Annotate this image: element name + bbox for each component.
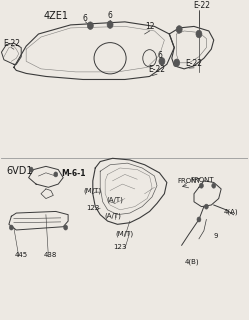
Text: 12: 12 [145, 22, 154, 31]
Text: E-22: E-22 [193, 2, 210, 11]
Text: 6: 6 [157, 51, 162, 60]
Circle shape [176, 26, 182, 33]
Text: E-22: E-22 [186, 59, 202, 68]
Text: 445: 445 [15, 252, 28, 258]
Text: (M/T): (M/T) [116, 231, 134, 237]
Circle shape [204, 204, 208, 209]
Circle shape [196, 30, 202, 38]
Circle shape [107, 21, 113, 28]
Text: 4(B): 4(B) [184, 258, 199, 265]
Text: 6VD1: 6VD1 [6, 166, 33, 176]
Text: (A/T): (A/T) [107, 197, 124, 204]
Text: M-6-1: M-6-1 [61, 169, 85, 178]
Circle shape [87, 22, 93, 29]
Circle shape [9, 225, 13, 230]
Circle shape [212, 183, 216, 188]
Text: E-22: E-22 [3, 39, 20, 48]
Text: FRONT: FRONT [177, 178, 201, 184]
Circle shape [197, 217, 201, 222]
Circle shape [174, 59, 180, 67]
Text: 438: 438 [44, 252, 58, 258]
Circle shape [29, 167, 33, 172]
Text: 9: 9 [214, 233, 218, 239]
Text: 123: 123 [113, 244, 127, 250]
Text: 4ZE1: 4ZE1 [43, 12, 68, 21]
Text: (A/T): (A/T) [104, 213, 121, 220]
Text: 123: 123 [86, 205, 100, 212]
Circle shape [64, 225, 68, 230]
Text: 6: 6 [108, 11, 113, 20]
Text: (M/T): (M/T) [84, 187, 102, 194]
Text: 4(A): 4(A) [224, 208, 238, 215]
Text: 6: 6 [83, 14, 88, 23]
Text: FRONT: FRONT [190, 177, 214, 183]
Circle shape [199, 183, 203, 188]
Circle shape [54, 172, 58, 177]
Text: E-22: E-22 [148, 65, 166, 74]
Circle shape [159, 58, 165, 65]
